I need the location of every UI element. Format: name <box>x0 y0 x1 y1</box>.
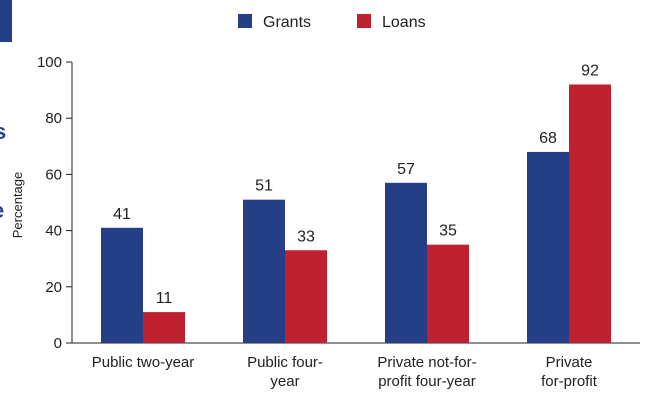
bar-loans-0 <box>143 312 185 343</box>
y-tick-label: 80 <box>45 110 62 127</box>
left-accent-bar <box>0 0 12 42</box>
bar-loans-2 <box>427 244 469 343</box>
category-label: for-profit <box>541 373 598 390</box>
y-axis-title: Percentage <box>10 172 25 239</box>
data-label-loans-2: 35 <box>439 223 457 240</box>
y-tick-label: 20 <box>45 279 62 296</box>
data-label-grants-2: 57 <box>397 161 415 178</box>
category-labels: Public two-year Public four-year Private n… <box>92 354 598 390</box>
category-label: Public two-year <box>92 354 195 371</box>
bar-grants-1 <box>243 199 285 343</box>
bar-grants-2 <box>385 182 427 343</box>
y-tick-label: 0 <box>54 335 62 352</box>
legend-label-loans: Loans <box>382 14 426 31</box>
data-label-loans-0: 11 <box>156 290 173 307</box>
category-label: profit four-year <box>378 373 476 390</box>
category-label: Public four- <box>247 354 323 371</box>
data-label-loans-3: 92 <box>581 62 599 79</box>
data-labels: 41 11 51 33 57 35 68 92 <box>113 62 599 307</box>
data-label-loans-1: 33 <box>297 228 315 245</box>
data-label-grants-0: 41 <box>113 206 131 223</box>
bar-grants-0 <box>101 227 143 343</box>
category-label: year <box>270 373 299 390</box>
legend-label-grants: Grants <box>263 14 311 31</box>
bar-loans-3 <box>569 84 611 343</box>
cropped-heading-fragment-1: s <box>0 119 6 144</box>
data-label-grants-1: 51 <box>255 178 273 195</box>
y-ticks: 0 20 40 60 80 100 <box>37 54 72 352</box>
y-tick-label: 100 <box>37 54 62 71</box>
legend-swatch-grants <box>238 14 252 28</box>
legend-swatch-loans <box>357 14 371 28</box>
cropped-heading-fragment-2: e <box>0 198 4 223</box>
bars <box>101 84 611 343</box>
y-tick-label: 40 <box>45 223 62 240</box>
bar-loans-1 <box>285 250 327 343</box>
bar-grants-3 <box>527 151 569 343</box>
category-label: Private <box>546 354 593 371</box>
category-label: Private not-for- <box>377 354 476 371</box>
legend: Grants Loans <box>238 14 426 31</box>
data-label-grants-3: 68 <box>539 130 557 147</box>
y-tick-label: 60 <box>45 166 62 183</box>
